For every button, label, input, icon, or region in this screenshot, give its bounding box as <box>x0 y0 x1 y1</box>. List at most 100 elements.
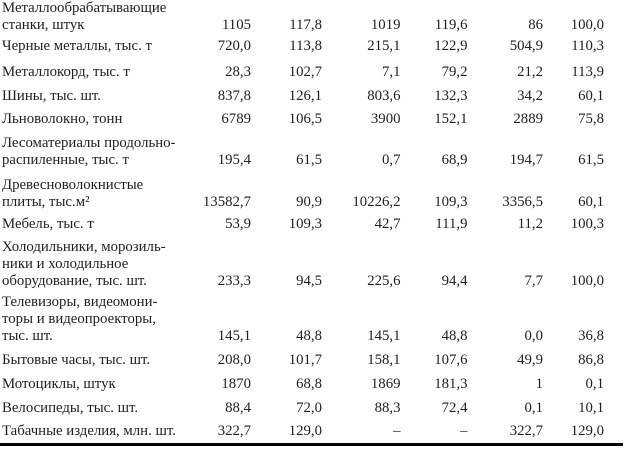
value-cell: – <box>460 423 468 439</box>
table-row: Бытовые часы, тыс. шт. 208,0 101,7 158,1… <box>0 345 604 369</box>
row-label-line: Металлокорд, тыс. т <box>2 64 130 80</box>
value-cell: 113,8 <box>289 38 322 54</box>
row-label: Черные металлы, тыс. т <box>0 34 176 55</box>
value-cell: 7,1 <box>382 64 401 80</box>
table-row: Льноволокно, тонн 6789 106,5 3900 152,1 … <box>0 105 604 128</box>
row-label-line: Древесноволокнистые <box>2 177 144 193</box>
value-cell: 53,9 <box>225 216 251 232</box>
value-cell: 158,1 <box>367 351 401 368</box>
value-cell: 61,5 <box>578 151 604 168</box>
row-label-line: распиленные, тыс. т <box>2 151 129 168</box>
value-cell: 48,8 <box>441 327 468 344</box>
table-row: Холодильники, морозиль- ники и холодильн… <box>0 233 604 290</box>
row-label-line: Мотоциклы, штук <box>2 376 116 392</box>
value-cell: 322,7 <box>217 423 251 439</box>
value-cell: 94,4 <box>441 272 468 289</box>
value-cell: 72,4 <box>441 399 468 416</box>
value-cell: 100,0 <box>570 272 604 289</box>
value-cell: 60,1 <box>578 194 604 210</box>
row-label: Мебель, тыс. т <box>0 211 176 233</box>
value-cell: 90,9 <box>296 194 322 210</box>
value-cell: 109,3 <box>434 194 468 210</box>
value-cell: 107,6 <box>434 351 468 368</box>
table-row: Велосипеды, тыс. шт. 88,4 72,0 88,3 72,4… <box>0 393 604 417</box>
value-cell: 101,7 <box>288 351 322 368</box>
row-label: Табачные изделия, млн. шт. <box>0 417 176 441</box>
value-cell: 72,0 <box>296 399 322 416</box>
row-label-line: Бытовые часы, тыс. шт. <box>2 351 151 368</box>
row-label: Древесноволокнистые плиты, тыс.м² <box>0 169 176 212</box>
value-cell: 132,3 <box>434 88 468 104</box>
value-cell: 1869 <box>370 376 401 392</box>
value-cell: 504,9 <box>509 38 543 54</box>
value-cell: 100,3 <box>570 216 604 232</box>
value-cell: 36,8 <box>578 327 604 344</box>
value-cell: 2889 <box>513 110 543 127</box>
row-label-line: Велосипеды, тыс. шт. <box>2 399 139 416</box>
row-label-line: торы и видеопроекторы, <box>2 310 156 327</box>
row-label-line: Мебель, тыс. т <box>2 216 94 232</box>
value-cell: 3900 <box>370 110 401 127</box>
table-row: Черные металлы, тыс. т 720,0 113,8 215,1… <box>0 34 604 55</box>
value-cell: 720,0 <box>217 38 251 54</box>
value-cell: 113,9 <box>571 64 604 80</box>
value-cell: 86,8 <box>578 351 604 368</box>
row-label: Бытовые часы, тыс. шт. <box>0 345 176 369</box>
value-cell: 68,8 <box>296 376 322 392</box>
value-cell: 75,8 <box>578 110 604 127</box>
value-cell: 145,1 <box>367 327 401 344</box>
value-cell: 28,3 <box>225 64 251 80</box>
row-label-line: Телевизоры, видеомони- <box>2 293 158 310</box>
row-label-line: Черные металлы, тыс. т <box>2 38 152 54</box>
value-cell: 322,7 <box>509 423 543 439</box>
row-label: Телевизоры, видеомони- торы и видеопроек… <box>0 290 176 345</box>
table-bottom-rule <box>0 442 623 446</box>
value-cell: 60,1 <box>578 88 604 104</box>
value-cell: 94,5 <box>296 272 322 289</box>
row-label-line: Холодильники, морозиль- <box>2 238 166 255</box>
table-row: Древесноволокнистые плиты, тыс.м² 13582,… <box>0 169 604 212</box>
value-cell: 110,3 <box>571 38 604 54</box>
value-cell: 1105 <box>221 17 251 33</box>
value-cell: 10226,2 <box>352 194 401 210</box>
value-cell: 837,8 <box>217 88 251 104</box>
value-cell: 194,7 <box>509 151 543 168</box>
value-cell: 100,0 <box>570 17 604 33</box>
value-cell: 111,9 <box>435 216 468 232</box>
table-row: Шины, тыс. шт. 837,8 126,1 803,6 132,3 3… <box>0 81 604 105</box>
value-cell: 48,8 <box>296 327 322 344</box>
row-label: Велосипеды, тыс. шт. <box>0 393 176 417</box>
value-cell: 106,5 <box>288 110 322 127</box>
value-cell: 0,7 <box>382 151 401 168</box>
row-label-line: Лесоматериалы продольно- <box>2 134 176 151</box>
value-cell: 102,7 <box>288 64 322 80</box>
value-cell: 1019 <box>370 17 401 33</box>
value-cell: 13582,7 <box>202 194 251 210</box>
row-label-line: Льноволокно, тонн <box>2 110 123 127</box>
value-cell: 42,7 <box>374 216 401 232</box>
value-cell: 49,9 <box>517 351 543 368</box>
value-cell: 3356,5 <box>502 194 543 210</box>
value-cell: 0,1 <box>585 376 605 392</box>
row-label: Мотоциклы, штук <box>0 369 176 394</box>
row-label-line: Шины, тыс. шт. <box>2 88 101 104</box>
row-label: Лесоматериалы продольно- распиленные, ты… <box>0 128 176 169</box>
value-cell: 0,0 <box>524 327 544 344</box>
row-label: Холодильники, морозиль- ники и холодильн… <box>0 233 176 290</box>
value-cell: 7,7 <box>524 272 544 289</box>
value-cell: 129,0 <box>570 423 604 439</box>
value-cell: 195,4 <box>217 151 251 168</box>
row-label: Металлообрабатывающие станки, штук <box>0 0 176 34</box>
value-cell: 215,1 <box>367 38 401 54</box>
value-cell: 233,3 <box>217 272 251 289</box>
value-cell: 0,1 <box>524 399 544 416</box>
table-row: Табачные изделия, млн. шт. 322,7 129,0 –… <box>0 417 604 441</box>
value-cell: 117,8 <box>289 17 322 33</box>
value-cell: 88,3 <box>374 399 401 416</box>
row-label-line: Металлообрабатывающие <box>2 0 167 16</box>
value-cell: 126,1 <box>288 88 322 104</box>
value-cell: 119,6 <box>434 17 468 33</box>
value-cell: 86 <box>528 17 543 33</box>
value-cell: 11,2 <box>517 216 543 232</box>
